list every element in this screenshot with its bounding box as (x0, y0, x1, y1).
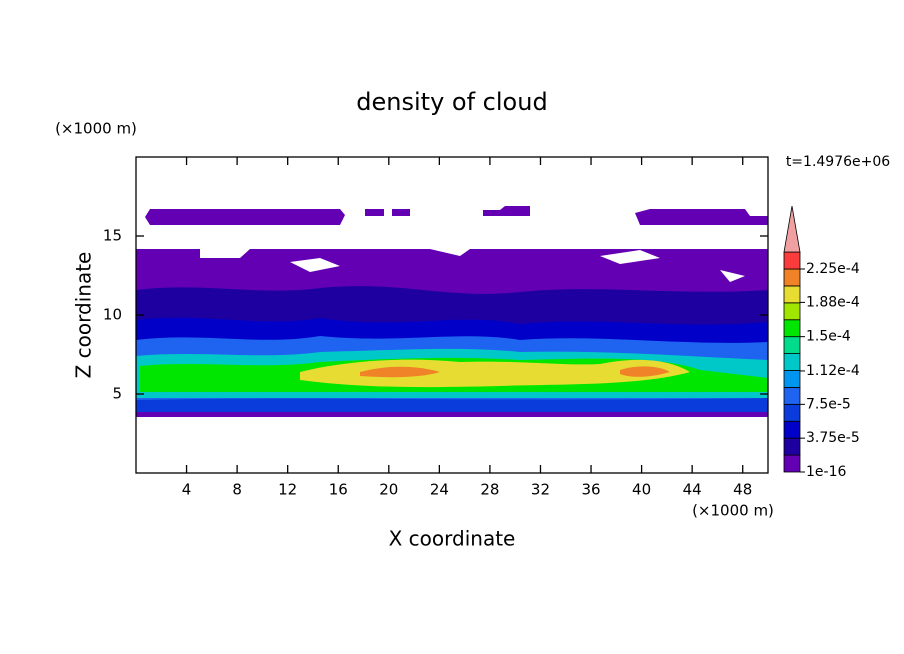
colorbar-box (783, 353, 801, 371)
colorbar-box (783, 319, 801, 338)
x-axis-label: X coordinate (389, 527, 516, 551)
x-tick-label: 32 (531, 481, 550, 499)
x-tick-label: 12 (278, 481, 297, 499)
colorbar-box (783, 285, 801, 304)
colorbar-box (783, 302, 801, 321)
x-tick-label: 4 (182, 481, 192, 499)
y-tick-label: 10 (103, 306, 122, 324)
x-tick-label: 24 (430, 481, 449, 499)
chart-title: density of cloud (356, 88, 547, 116)
colorbar-label: 1e-16 (806, 464, 846, 480)
contour-fill (360, 366, 670, 378)
x-tick-label: 20 (379, 481, 398, 499)
contour-fill (136, 398, 768, 412)
colorbar-label: 3.75e-5 (806, 430, 860, 446)
x-tick-label: 28 (480, 481, 499, 499)
colorbar-box (783, 268, 801, 287)
colorbar-box (783, 437, 801, 456)
y-tick-label: 15 (103, 227, 122, 245)
x-tick-label: 48 (733, 481, 752, 499)
x-unit: (×1000 m) (692, 502, 774, 520)
colorbar-box (783, 370, 801, 388)
x-tick-label: 8 (232, 481, 242, 499)
colorbar-label: 1.12e-4 (806, 363, 860, 379)
colorbar-box (783, 403, 801, 422)
colorbar-label: 2.25e-4 (806, 261, 860, 277)
colorbar-overflow (783, 206, 801, 253)
contour-field (136, 206, 768, 417)
x-tick-label: 44 (683, 481, 702, 499)
colorbar-label: 7.5e-5 (806, 396, 851, 412)
x-tick-label: 36 (581, 481, 600, 499)
colorbar-box (783, 387, 801, 405)
annotation: t=1.4976e+06 (786, 154, 890, 170)
colorbar-box (783, 454, 801, 473)
y-unit: (×1000 m) (55, 120, 137, 138)
y-tick-label: 5 (112, 385, 122, 403)
y-axis-label: Z coordinate (72, 252, 96, 379)
x-tick-label: 40 (632, 481, 651, 499)
colorbar-box (783, 420, 801, 439)
x-tick-label: 16 (329, 481, 348, 499)
colorbar-label: 1.5e-4 (806, 329, 851, 345)
colorbar-box (783, 251, 801, 270)
colorbar-label: 1.88e-4 (806, 294, 860, 310)
colorbar-box (783, 336, 801, 354)
contour-fill (145, 206, 768, 225)
contour-fill (300, 359, 690, 388)
